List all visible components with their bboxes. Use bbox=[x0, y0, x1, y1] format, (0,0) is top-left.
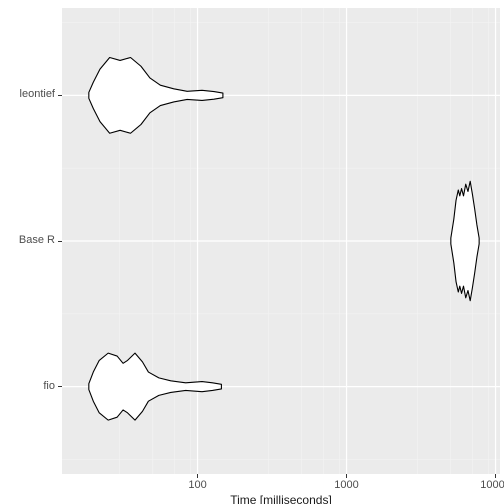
violin-chart: fio Base R leontief 100 1000 10000 Time [mil… bbox=[0, 0, 504, 504]
x-tick-mark bbox=[495, 474, 496, 478]
x-tick-mark bbox=[346, 474, 347, 478]
violin-fio bbox=[89, 353, 222, 420]
x-tick-label: 10000 bbox=[480, 479, 504, 491]
plot-panel bbox=[62, 8, 500, 474]
y-tick-label: fio bbox=[43, 380, 55, 392]
violin-leontief bbox=[89, 58, 223, 134]
y-tick-mark bbox=[58, 95, 62, 96]
violin-Base R bbox=[451, 181, 479, 300]
y-tick-label: Base R bbox=[19, 234, 55, 246]
y-tick-mark bbox=[58, 386, 62, 387]
panel-svg bbox=[62, 8, 500, 474]
x-tick-label: 100 bbox=[188, 479, 206, 491]
x-tick-mark bbox=[197, 474, 198, 478]
y-tick-label: leontief bbox=[20, 88, 55, 100]
x-tick-label: 1000 bbox=[334, 479, 358, 491]
y-tick-mark bbox=[58, 241, 62, 242]
x-axis-title: Time [milliseconds] bbox=[230, 493, 332, 504]
